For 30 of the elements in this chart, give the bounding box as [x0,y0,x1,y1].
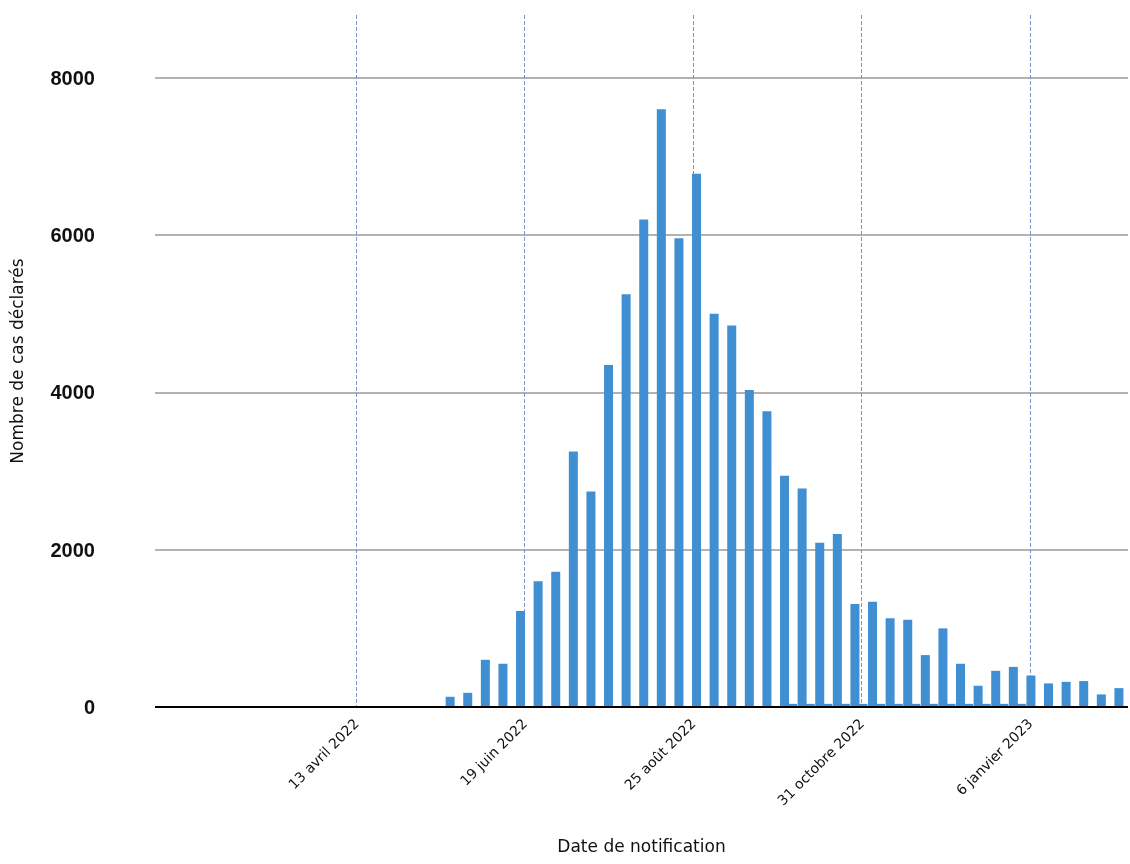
bar [1044,683,1054,707]
bar [463,692,473,707]
bar [727,325,737,707]
bar [498,663,508,707]
y-tick-label: 0 [83,696,95,718]
bar [551,571,561,707]
bar [674,238,684,707]
x-axis-title: Date de notification [557,835,726,856]
bar [533,581,543,707]
y-tick-label: 8000 [50,66,95,89]
bar [1114,688,1124,707]
bar [621,294,631,707]
bar [656,109,666,707]
y-tick-label: 6000 [50,224,95,247]
bar [568,451,578,707]
y-tick-label: 4000 [50,381,95,404]
bar [516,611,526,707]
bar [480,659,490,707]
bar [709,313,719,707]
y-axis-title: Nombre de cas déclarés [6,258,27,464]
bar [586,491,596,707]
y-tick-label: 2000 [50,538,95,561]
bar [762,411,772,707]
bar [1096,694,1106,707]
bar [1079,681,1089,707]
bar [604,364,614,707]
bar [692,173,702,707]
bar [744,390,754,707]
bar [639,219,649,707]
bar [1061,681,1071,707]
